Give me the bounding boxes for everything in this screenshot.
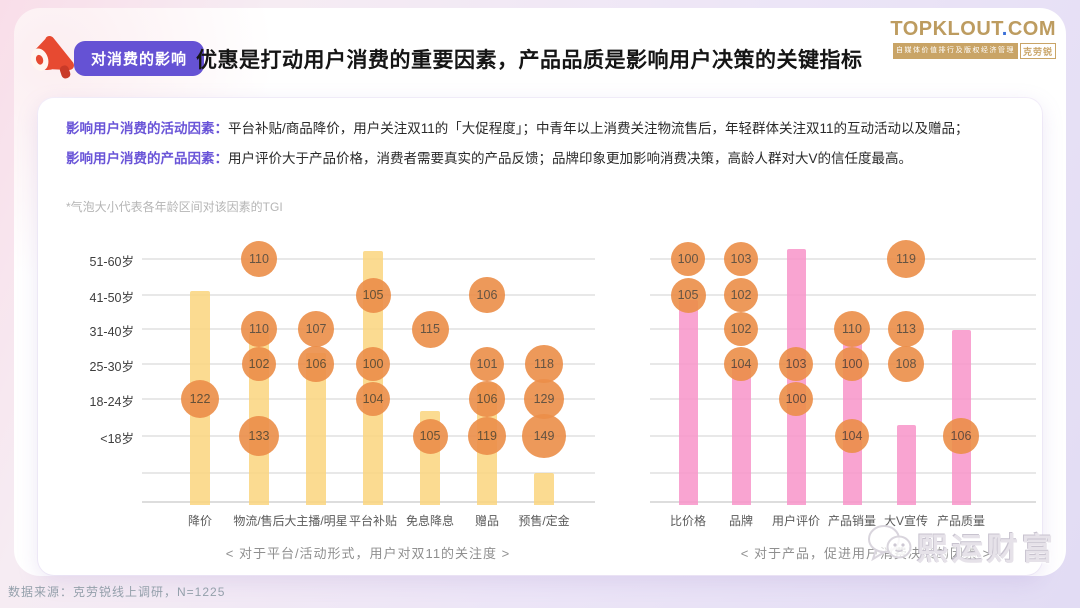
tgi-bubble: 118 — [525, 345, 563, 383]
category-axis-label: 大V宣传 — [883, 514, 928, 528]
tgi-bubble: 105 — [355, 277, 391, 313]
tgi-bubble: 113 — [887, 310, 925, 348]
age-axis-label: 51-60岁 — [89, 255, 134, 269]
tgi-bubble: 110 — [834, 311, 870, 347]
age-axis-label: 18-24岁 — [89, 395, 134, 409]
tgi-bubble: 106 — [298, 346, 334, 382]
tgi-bubble: 100 — [356, 347, 390, 381]
bar — [306, 353, 326, 505]
watermark: 熙运财富 — [866, 522, 1057, 571]
tgi-bubble: 102 — [723, 277, 759, 313]
logo-badge: 克劳锐 — [1019, 43, 1056, 59]
tgi-bubble: 102 — [723, 311, 759, 347]
chart-product-factors: 比价格 品牌 用户评价 产品销量 大V宣传 产品质量 100 105 103 102 102 104 1… — [650, 230, 1050, 542]
tgi-bubble: 100 — [835, 347, 869, 381]
summary-body-product: 用户评价大于产品价格，消费者需要真实的产品反馈；品牌印象更加影响消费决策，高龄人… — [228, 151, 913, 166]
category-axis-label: 产品质量 — [936, 514, 985, 528]
tgi-bubble: 129 — [524, 379, 564, 419]
tgi-bubble: 106 — [943, 418, 979, 454]
category-axis-label: 用户评价 — [771, 514, 820, 528]
tgi-bubble: 108 — [888, 346, 924, 382]
tgi-bubble: 105 — [412, 418, 448, 454]
tgi-bubble: 122 — [180, 379, 220, 419]
tgi-bubble: 104 — [723, 346, 759, 382]
tgi-bubble: 119 — [468, 417, 506, 455]
chat-bubbles-icon — [866, 522, 914, 571]
category-axis-label: 预售/定金 — [518, 514, 570, 528]
topklout-logo: TOPKLOUT.COM 自媒体价值排行及版权经济管理 克劳锐 — [890, 18, 1056, 59]
tgi-bubble: 110 — [241, 241, 277, 277]
tgi-bubble: 110 — [241, 311, 277, 347]
category-axis-label: 降价 — [187, 514, 212, 528]
summary-body-activity: 平台补贴/商品降价，用户关注双11的「大促程度」；中青年以上消费关注物流售后，年… — [228, 121, 969, 136]
category-axis-label: 产品销量 — [827, 514, 876, 528]
tgi-bubble: 119 — [887, 240, 925, 278]
age-axis-label: <18岁 — [100, 432, 134, 446]
summary-line-activity: 影响用户消费的活动因素：平台补贴/商品降价，用户关注双11的「大促程度」；中青年… — [66, 114, 969, 144]
bar — [534, 473, 554, 505]
megaphone-icon — [26, 28, 76, 89]
tgi-bubble: 133 — [238, 415, 280, 457]
caption-product: < 对于产品，促进用户消费决策的因素 > — [740, 546, 992, 561]
summary-line-product: 影响用户消费的产品因素：用户评价大于产品价格，消费者需要真实的产品反馈；品牌印象… — [66, 144, 969, 174]
page-title: 优惠是打动用户消费的重要因素，产品品质是影响用户决策的关键指标 — [196, 49, 863, 72]
tgi-bubble: 104 — [355, 381, 391, 417]
tgi-bubble: 101 — [469, 346, 505, 382]
tgi-bubble: 149 — [522, 414, 566, 458]
tgi-bubble: 103 — [723, 241, 759, 277]
tgi-bubble: 106 — [469, 277, 505, 313]
gridline — [650, 294, 1036, 296]
tgi-bubble: 100 — [779, 382, 813, 416]
tgi-bubble: 115 — [411, 310, 449, 348]
tgi-bubble: 106 — [469, 381, 505, 417]
tgi-bubble: 105 — [670, 277, 706, 313]
summary-label-activity: 影响用户消费的活动因素： — [66, 121, 228, 136]
category-axis-label: 物流/售后 — [233, 514, 285, 528]
data-source: 数据来源：克劳锐线上调研，N=1225 — [8, 585, 226, 599]
gridline — [650, 258, 1036, 260]
chart-platform-factors: 51-60岁 41-50岁 31-40岁 25-30岁 18-24岁 <18岁降价 物流/售… — [60, 230, 605, 542]
bubble-size-note: *气泡大小代表各年龄区间对该因素的TGI — [66, 200, 283, 214]
bar — [678, 300, 698, 505]
age-axis-label: 41-50岁 — [89, 291, 134, 305]
logo-dot: . — [1001, 18, 1008, 40]
age-axis-label: 25-30岁 — [89, 360, 134, 374]
tgi-bubble: 100 — [671, 242, 705, 276]
bar — [896, 425, 916, 505]
tgi-bubble: 107 — [298, 311, 334, 347]
logo-subtitle: 自媒体价值排行及版权经济管理 — [892, 43, 1018, 59]
content-card: 影响用户消费的活动因素：平台补贴/商品降价，用户关注双11的「大促程度」；中青年… — [38, 98, 1042, 575]
bar — [731, 365, 751, 505]
category-axis-label: 赠品 — [474, 514, 499, 528]
tgi-bubble: 102 — [241, 346, 277, 382]
summary-text: 影响用户消费的活动因素：平台补贴/商品降价，用户关注双11的「大促程度」；中青年… — [66, 114, 969, 174]
category-axis-label: 比价格 — [669, 514, 706, 528]
tgi-bubble: 104 — [834, 418, 870, 454]
logo-subrow: 自媒体价值排行及版权经济管理 克劳锐 — [890, 43, 1056, 59]
section-badge: 对消费的影响 — [74, 41, 205, 76]
summary-label-product: 影响用户消费的产品因素： — [66, 151, 228, 166]
age-axis-label: 31-40岁 — [89, 325, 134, 339]
logo-wordmark: TOPKLOUT.COM — [890, 18, 1056, 40]
category-axis-label: 大主播/明星 — [284, 514, 348, 528]
tgi-bubble: 103 — [778, 346, 814, 382]
category-axis-label: 免息降息 — [405, 514, 454, 528]
caption-platform: < 对于平台/活动形式，用户对双11的关注度 > — [225, 546, 511, 561]
category-axis-label: 品牌 — [728, 514, 753, 528]
bar — [951, 330, 971, 505]
category-axis-label: 平台补贴 — [348, 514, 397, 528]
watermark-text: 熙运财富 — [917, 532, 1057, 567]
